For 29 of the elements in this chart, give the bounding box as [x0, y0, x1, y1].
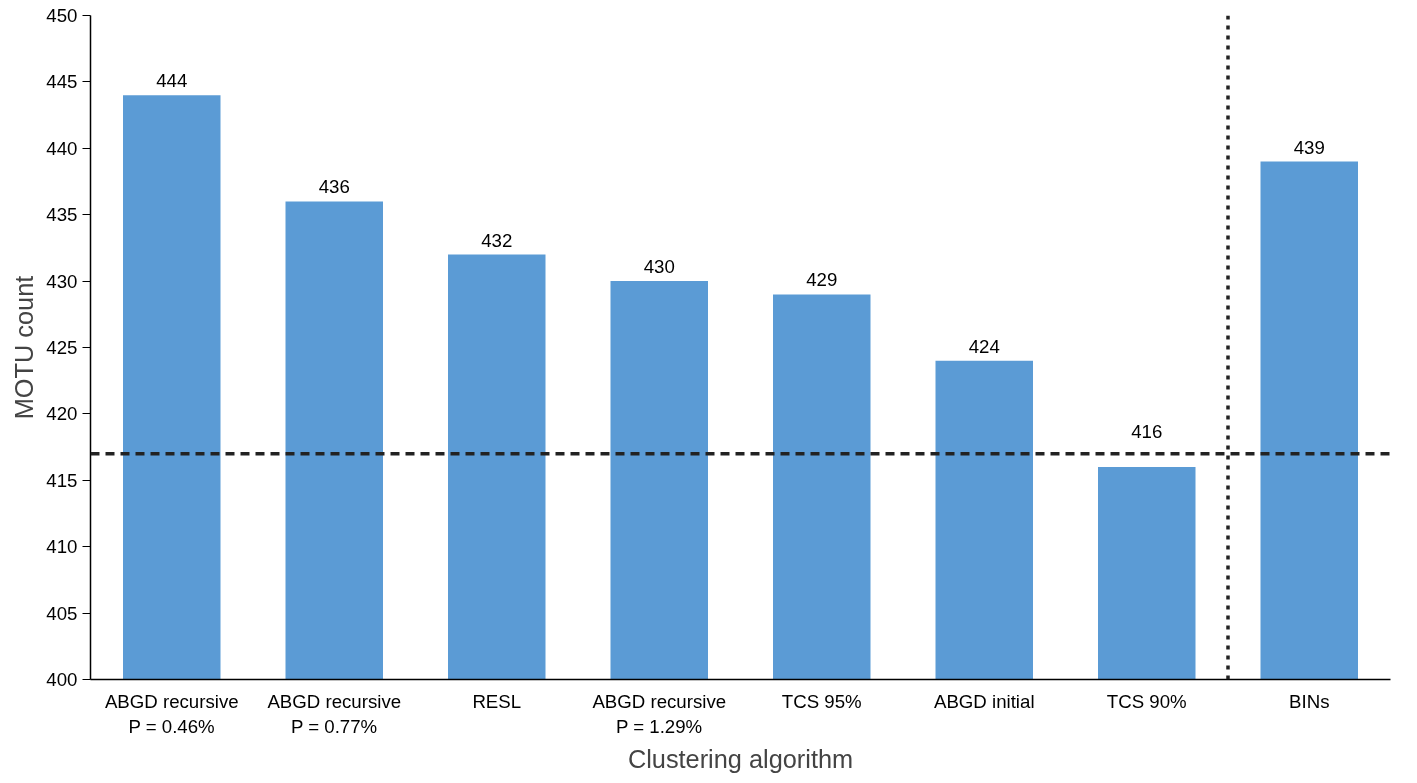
x-tick-label: ABGD recursive P = 0.77%	[267, 690, 402, 737]
x-tick-label: BINs	[1289, 690, 1330, 712]
y-axis-title: MOTU count	[10, 275, 39, 420]
y-tick-label: 410	[46, 536, 78, 558]
x-axis-title: Clustering algorithm	[627, 744, 854, 773]
x-tick-label: ABGD recursive P = 0.46%	[104, 690, 239, 737]
data-label: 432	[481, 229, 513, 251]
x-tick-label: TCS 95%	[781, 690, 862, 712]
y-tick-label: 435	[46, 204, 78, 226]
y-tick-label: 415	[46, 469, 78, 491]
data-label: 444	[156, 70, 188, 92]
data-label: 439	[1293, 136, 1325, 158]
y-tick-label: 420	[46, 403, 78, 425]
data-label: 424	[968, 335, 1000, 357]
x-tick-label: RESL	[472, 690, 522, 712]
x-tick-label: ABGD initial	[933, 690, 1035, 712]
y-tick-label: 400	[46, 669, 78, 690]
x-tick-label: TCS 90%	[1106, 690, 1187, 712]
y-tick-label: 430	[46, 270, 78, 292]
data-label: 429	[806, 269, 838, 291]
y-tick-label: 440	[46, 137, 78, 159]
data-label: 436	[318, 176, 350, 198]
y-tick-label: 445	[46, 71, 78, 93]
data-label: 430	[643, 256, 675, 278]
y-tick-label: 405	[46, 602, 78, 624]
x-tick-label: ABGD recursive P = 1.29%	[592, 690, 727, 737]
y-tick-label: 425	[46, 337, 78, 358]
data-label: 416	[1131, 420, 1163, 442]
y-tick-label: 450	[46, 5, 78, 26]
